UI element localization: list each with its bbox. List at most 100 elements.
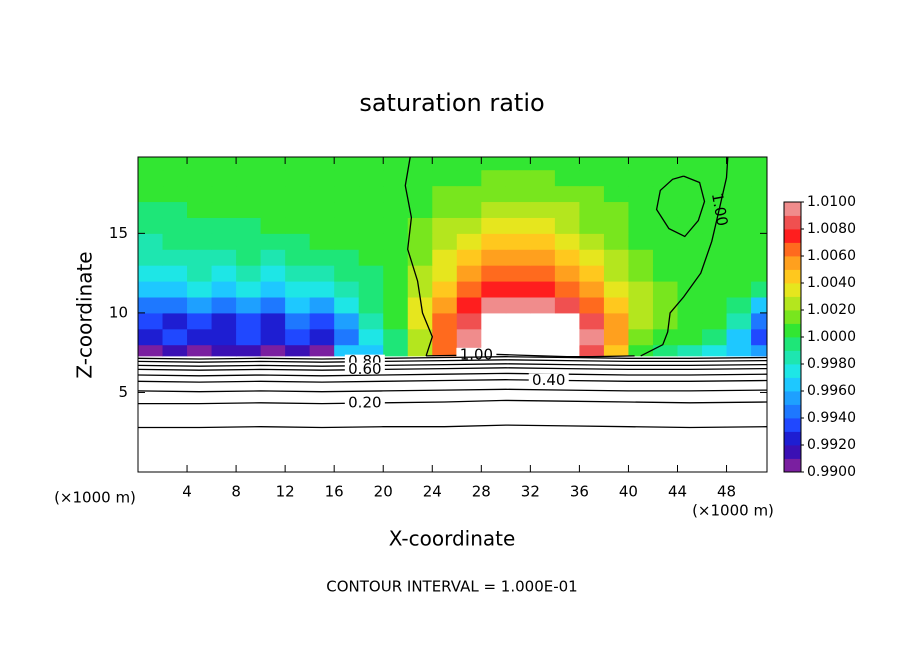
field-cell — [162, 344, 188, 357]
x-tick-label: 44 — [668, 483, 687, 501]
x-axis-label: X-coordinate — [389, 527, 516, 551]
field-cell — [481, 281, 507, 298]
field-cell — [702, 217, 728, 234]
field-cell — [211, 297, 237, 314]
field-cell — [652, 249, 678, 266]
contour-label-group: 0.60 — [344, 360, 385, 378]
field-cell — [432, 201, 458, 218]
field-cell — [652, 169, 678, 187]
field-cell — [530, 297, 556, 314]
field-cell — [628, 328, 654, 346]
contour-label-group: 1.00 — [456, 345, 497, 363]
field-cell — [530, 328, 556, 346]
x-tick-label: 28 — [472, 483, 491, 501]
field-cell — [138, 201, 164, 218]
field-cell — [751, 249, 767, 266]
field-cell — [677, 328, 703, 346]
field-cell — [751, 201, 767, 218]
field-cell — [554, 201, 580, 218]
field-cell — [138, 217, 164, 234]
contour-label: 0.40 — [532, 371, 565, 389]
field-cell — [260, 201, 286, 218]
field-cell — [603, 157, 629, 171]
field-cell — [260, 281, 286, 298]
contour-label-group: 0.20 — [344, 394, 385, 412]
field-cell — [309, 265, 335, 282]
field-cell — [383, 217, 409, 234]
field-cell — [309, 328, 335, 346]
colorbar-tick-label: 1.0100 — [807, 194, 856, 210]
field-cell — [358, 201, 384, 218]
field-cell — [285, 297, 311, 314]
field-cell — [383, 328, 409, 346]
field-cell — [383, 297, 409, 314]
field-cell — [603, 249, 629, 266]
field-cell — [334, 265, 360, 282]
field-cell — [138, 249, 164, 266]
field-cell — [236, 312, 262, 330]
field-cell — [358, 312, 384, 330]
field-cell — [211, 201, 237, 218]
colorbar-swatch — [784, 418, 801, 432]
field-cell — [138, 169, 164, 187]
field-cell — [652, 185, 678, 203]
field-cell — [579, 265, 605, 282]
field-cell — [309, 185, 335, 203]
field-cell — [579, 233, 605, 250]
field-cell — [260, 265, 286, 282]
field-cell — [530, 265, 556, 282]
colorbar-tick-label: 0.9940 — [807, 410, 856, 426]
field-cell — [554, 312, 580, 330]
contour-line — [404, 157, 433, 357]
field-cell — [628, 312, 654, 330]
field-cell — [211, 281, 237, 298]
contour-label-group: 1.00 — [708, 191, 732, 227]
field-cell — [628, 249, 654, 266]
field-cell — [187, 297, 213, 314]
field-cell — [162, 312, 188, 330]
field-cell — [383, 281, 409, 298]
colorbar-tick-label: 0.9960 — [807, 383, 856, 399]
field-cell — [358, 157, 384, 171]
field-cell — [334, 297, 360, 314]
field-cell — [505, 201, 531, 218]
field-cell — [162, 297, 188, 314]
field-cell — [211, 249, 237, 266]
field-cell — [677, 201, 703, 218]
field-cell — [358, 297, 384, 314]
contour-label-bg — [344, 362, 385, 377]
field-cell — [579, 185, 605, 203]
field-cell — [677, 185, 703, 203]
field-cell — [162, 328, 188, 346]
field-cell — [285, 312, 311, 330]
x-tick-label: 12 — [276, 483, 295, 501]
field-cell — [260, 169, 286, 187]
field-cell — [236, 344, 262, 357]
colorbar-swatch — [784, 242, 801, 257]
field-cell — [702, 169, 728, 187]
contour-label-bg — [528, 373, 569, 388]
field-cell — [211, 169, 237, 187]
x-tick-label: 48 — [717, 483, 736, 501]
x-tick-label: 20 — [374, 483, 393, 501]
field-cell — [407, 217, 433, 234]
field-cell — [285, 201, 311, 218]
y-tick-label: 10 — [109, 303, 128, 321]
colorbar-swatch — [784, 337, 801, 351]
field-cell — [211, 217, 237, 234]
field-cell — [652, 344, 678, 357]
contours: 1.001.000.800.600.400.20 — [138, 157, 767, 429]
field-cell — [726, 328, 752, 346]
field-cell — [603, 344, 629, 357]
contour-line — [138, 367, 767, 371]
field-cell — [628, 169, 654, 187]
field-cell — [702, 157, 728, 171]
field-cell — [309, 169, 335, 187]
field-cell — [260, 328, 286, 346]
field-cell — [211, 328, 237, 346]
field-cell — [383, 265, 409, 282]
plot-frame — [137, 156, 768, 473]
field-cell — [138, 328, 164, 346]
